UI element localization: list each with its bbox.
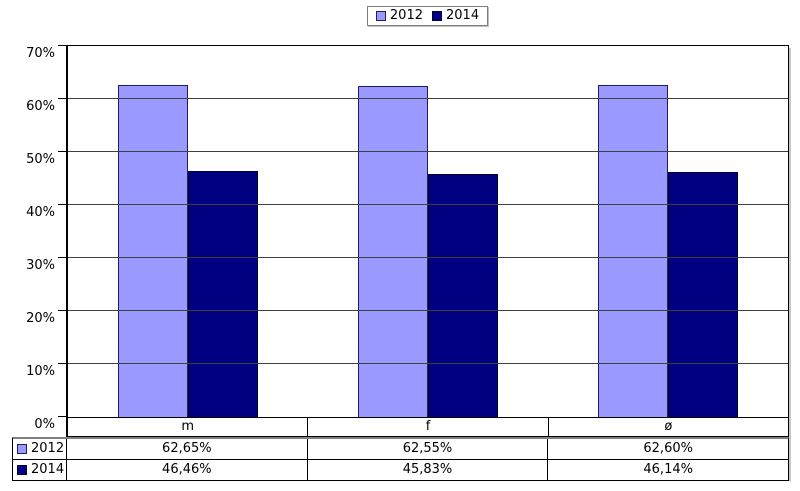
value-cell-2014-avg: 46,14% (547, 460, 788, 480)
category-axis: m f ø (66, 418, 789, 437)
legend-swatch-2012-icon (375, 11, 386, 21)
bar-group-ø (548, 46, 788, 417)
y-axis-tick (58, 310, 67, 312)
bar-group-m (68, 46, 308, 417)
legend-label: 2014 (446, 8, 480, 23)
legend-swatch-2012-icon (17, 444, 27, 454)
y-axis-label: 0% (34, 417, 55, 432)
y-axis-label: 50% (26, 152, 55, 167)
legend-item-2012: 2012 (375, 8, 423, 23)
row-key-label: 2014 (31, 462, 65, 477)
y-axis-tick (58, 151, 67, 152)
frame-shadow (789, 48, 791, 481)
plot-area: 0% 10% 20% 30% 40% 50% 60% 70% (26, 45, 789, 432)
bar-2014-ø (668, 172, 738, 417)
y-axis-tick (58, 204, 67, 206)
value-cell-2012-avg: 62,60% (547, 439, 788, 459)
data-table: 2012 62,65% 62,55% 62,60% 2014 46,46% 45… (12, 437, 789, 481)
table-row-2014: 2014 46,46% 45,83% 46,14% (13, 459, 788, 480)
row-key-cell: 2012 (13, 439, 67, 459)
value-cell-2014-m: 46,46% (162, 462, 212, 477)
legend-swatch-2014-icon (17, 465, 27, 475)
gridline (68, 363, 788, 364)
table-row-2012: 2012 62,65% 62,55% 62,60% (13, 439, 788, 459)
bar-group-f (308, 46, 548, 417)
y-axis-label: 20% (26, 311, 55, 327)
y-axis-label: 70% (26, 46, 55, 61)
category-label-f: f (307, 418, 547, 436)
y-axis-tick (58, 257, 67, 258)
bars-layer (68, 46, 788, 417)
category-label-avg: ø (547, 418, 788, 436)
gridline (68, 310, 788, 311)
y-axis-tick (58, 416, 67, 417)
gridline (68, 98, 788, 99)
gridline (68, 257, 788, 258)
gridline (68, 151, 788, 152)
bar-2012-m (118, 84, 188, 417)
legend-strip: 2012 2014 (66, 6, 789, 26)
legend-item-2014: 2014 (432, 9, 479, 23)
bar-2012-ø (598, 85, 668, 417)
y-axis-label: 40% (26, 205, 55, 221)
value-cell-2012-m: 62,65% (162, 441, 212, 456)
y-axis-tick (58, 45, 67, 46)
legend-swatch-2014-icon (432, 11, 442, 21)
y-axis-tick (58, 98, 67, 99)
bar-2014-m (188, 170, 258, 417)
legend: 2012 2014 (366, 6, 489, 26)
y-axis-label: 60% (26, 99, 55, 114)
y-axis-tick (58, 363, 67, 365)
y-axis-label: 10% (26, 364, 55, 380)
row-key-label: 2012 (31, 441, 65, 456)
bar-2014-f (428, 174, 498, 417)
y-axis-label: 30% (26, 258, 55, 273)
legend-label: 2012 (389, 8, 423, 23)
value-cell-2014-f: 45,83% (306, 460, 548, 480)
value-cell-2012-f: 62,55% (306, 439, 548, 459)
bar-2012-f (358, 85, 428, 417)
gridline (68, 204, 788, 205)
category-label-m: m (181, 419, 194, 434)
row-key-cell: 2014 (13, 460, 67, 480)
